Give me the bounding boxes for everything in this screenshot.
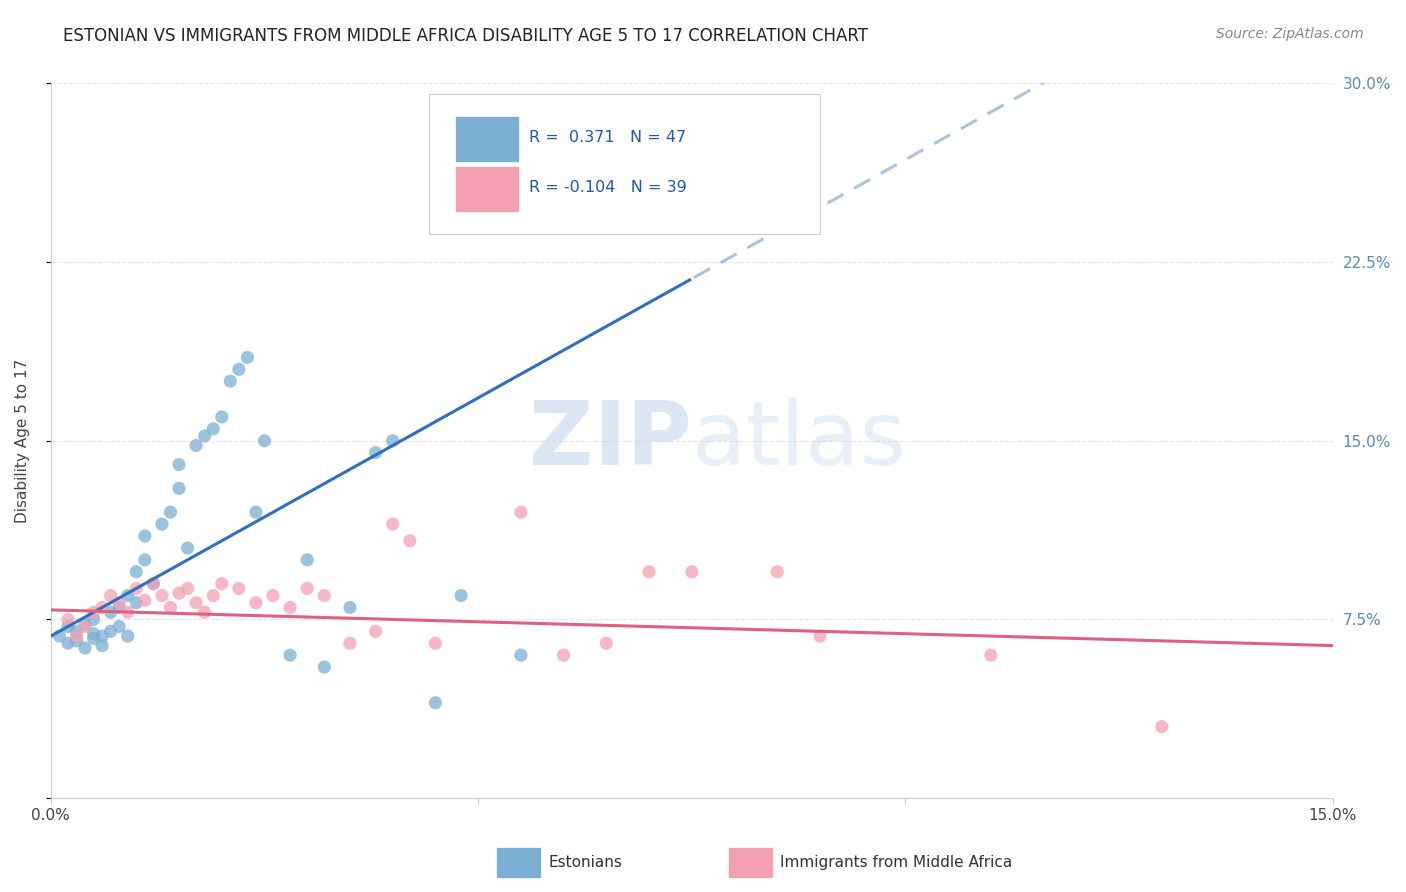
Point (117, 589, 139, 603)
Point (176, 541, 198, 555)
Point (134, 593, 156, 607)
Point (808, 629, 831, 643)
Point (297, 553, 319, 567)
Point (100, 605, 122, 619)
Point (159, 505, 181, 519)
Text: Source: ZipAtlas.com: Source: ZipAtlas.com (1216, 27, 1364, 41)
Point (228, 362, 250, 376)
Point (56, 612, 79, 626)
Point (236, 351, 259, 365)
Point (184, 596, 207, 610)
Text: R = -0.104   N = 39: R = -0.104 N = 39 (529, 179, 686, 194)
Point (766, 565, 789, 579)
Point (595, 636, 617, 650)
Point (83, 612, 105, 626)
Point (339, 636, 361, 650)
Point (65, 629, 87, 643)
Point (117, 605, 139, 619)
Point (83, 605, 105, 619)
Point (184, 438, 207, 452)
Point (117, 629, 139, 643)
Point (167, 482, 190, 496)
Point (681, 565, 703, 579)
Point (202, 422, 225, 436)
Point (245, 596, 267, 610)
Point (681, 160, 703, 174)
Point (425, 696, 447, 710)
Point (202, 589, 225, 603)
Point (159, 600, 181, 615)
Point (278, 600, 301, 615)
Text: Immigrants from Middle Africa: Immigrants from Middle Africa (780, 855, 1012, 870)
Point (381, 517, 404, 532)
Point (450, 589, 472, 603)
Point (100, 589, 122, 603)
Point (314, 660, 336, 674)
Point (211, 409, 233, 424)
Point (150, 517, 173, 532)
Text: R =  0.371   N = 47: R = 0.371 N = 47 (529, 129, 686, 145)
Point (91, 639, 114, 653)
Point (364, 445, 387, 459)
Point (100, 624, 122, 639)
Point (228, 582, 250, 596)
Point (211, 576, 233, 591)
Point (65, 633, 87, 648)
FancyBboxPatch shape (454, 166, 519, 212)
Point (194, 605, 217, 619)
Point (245, 505, 267, 519)
Point (142, 576, 165, 591)
Point (297, 582, 319, 596)
Point (1150, 720, 1173, 734)
Text: ESTONIAN VS IMMIGRANTS FROM MIDDLE AFRICA DISABILITY AGE 5 TO 17 CORRELATION CHA: ESTONIAN VS IMMIGRANTS FROM MIDDLE AFRIC… (63, 27, 869, 45)
Point (553, 648, 575, 662)
Point (278, 648, 301, 662)
Point (83, 632, 105, 646)
Point (91, 600, 114, 615)
Point (108, 596, 131, 610)
Point (364, 624, 387, 639)
Text: ZIP: ZIP (529, 397, 692, 484)
Point (134, 529, 156, 543)
Point (167, 458, 190, 472)
Point (980, 648, 1002, 662)
Point (253, 434, 276, 448)
Point (509, 648, 531, 662)
Point (56, 619, 79, 633)
Point (48, 629, 70, 643)
Y-axis label: Disability Age 5 to 17: Disability Age 5 to 17 (15, 359, 30, 523)
Point (398, 533, 420, 548)
Point (509, 505, 531, 519)
Text: atlas: atlas (692, 397, 907, 484)
Point (125, 596, 148, 610)
Point (194, 429, 217, 443)
Point (56, 636, 79, 650)
Point (125, 565, 148, 579)
Point (83, 626, 105, 640)
Point (142, 576, 165, 591)
Point (108, 619, 131, 633)
Point (219, 374, 242, 388)
Point (108, 600, 131, 615)
Point (176, 582, 198, 596)
Point (150, 589, 173, 603)
Point (638, 565, 661, 579)
Point (73, 617, 96, 632)
Point (125, 582, 148, 596)
Point (425, 636, 447, 650)
Point (134, 553, 156, 567)
Point (65, 624, 87, 639)
Point (73, 640, 96, 655)
FancyBboxPatch shape (429, 95, 820, 234)
Point (314, 589, 336, 603)
Point (91, 629, 114, 643)
FancyBboxPatch shape (454, 116, 519, 162)
Point (381, 434, 404, 448)
Point (167, 586, 190, 600)
Point (339, 600, 361, 615)
Point (73, 619, 96, 633)
Text: Estonians: Estonians (548, 855, 623, 870)
Point (262, 589, 284, 603)
